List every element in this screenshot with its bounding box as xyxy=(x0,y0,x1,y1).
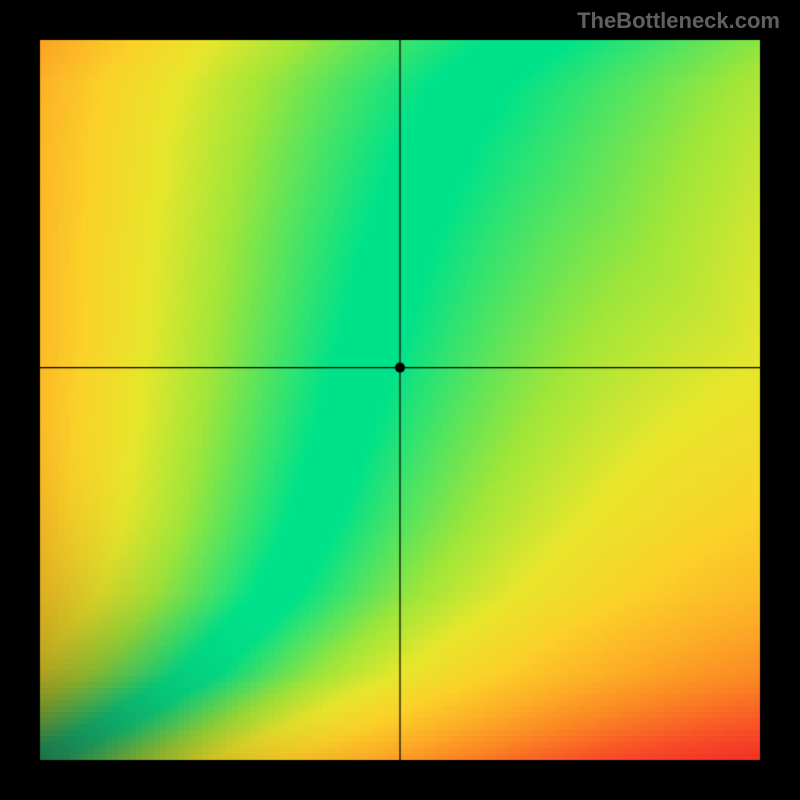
bottleneck-heatmap-canvas xyxy=(0,0,800,800)
watermark-text: TheBottleneck.com xyxy=(577,8,780,34)
chart-container: TheBottleneck.com xyxy=(0,0,800,800)
